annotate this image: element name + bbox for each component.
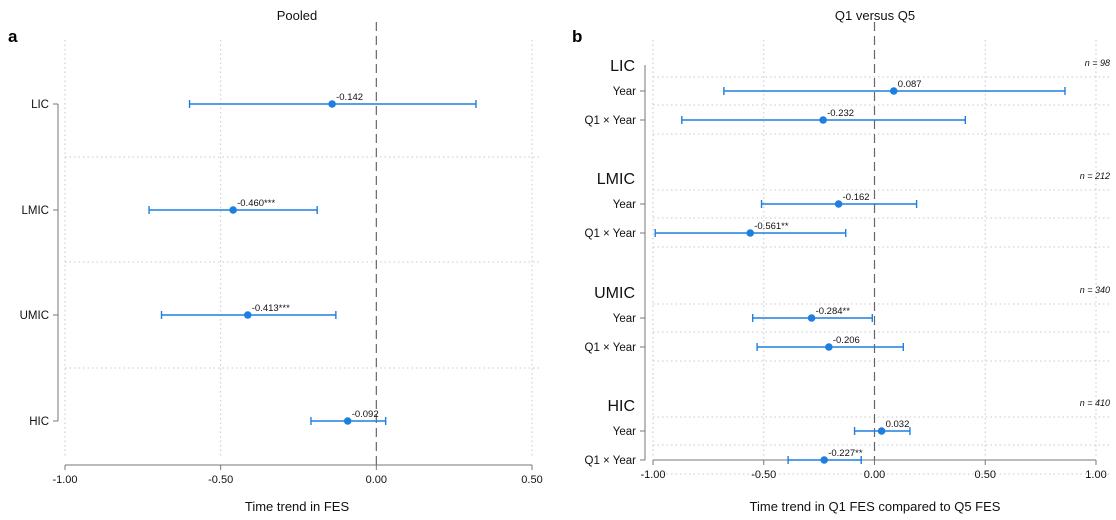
sample-size-label: n = 212 — [1080, 171, 1110, 181]
estimate-label: -0.092 — [352, 409, 379, 420]
sample-size-label: n = 410 — [1080, 398, 1110, 408]
x-tick-label: 0.50 — [521, 474, 542, 486]
estimate-point — [808, 314, 816, 322]
panel-a-axes: -1.00 -0.50 0.00 0.50 LIC LMIC UMIC HIC — [20, 22, 543, 486]
panel-a-marks: -0.142 -0.460*** -0.413*** -0.092 — [149, 92, 476, 425]
x-tick-label: 0.00 — [366, 474, 387, 486]
estimate-point — [825, 343, 833, 351]
estimate-point — [229, 206, 237, 214]
panel-a-letter: a — [8, 27, 18, 46]
row-label: Year — [613, 313, 636, 325]
estimate-label: -0.413*** — [252, 303, 290, 314]
row-label: Q1 × Year — [585, 455, 637, 467]
estimate-point — [819, 116, 827, 124]
estimate-label: -0.561** — [754, 221, 789, 232]
estimate-point — [344, 417, 352, 425]
row-label: Year — [613, 199, 636, 211]
group-label-hic: HIC — [607, 398, 635, 415]
panel-b-title: Q1 versus Q5 — [835, 8, 915, 23]
estimate-point — [244, 311, 252, 319]
panel-b-q1-vs-q5: b Q1 versus Q5 -1.00 -0.50 0.00 0.50 1.00 LIC… — [572, 8, 1110, 514]
x-tick-label: -1.00 — [640, 469, 665, 481]
estimate-point — [878, 427, 886, 435]
group-label-lic: LIC — [610, 58, 635, 75]
sample-size-label: n = 98 — [1085, 58, 1110, 68]
x-tick-label: -1.00 — [52, 474, 77, 486]
x-tick-label: 1.00 — [1085, 469, 1106, 481]
x-tick-label: -0.50 — [751, 469, 776, 481]
panel-a-x-axis-label: Time trend in FES — [245, 499, 350, 514]
panel-a-grid — [65, 40, 540, 458]
estimate-point — [835, 200, 843, 208]
category-label-hic: HIC — [29, 416, 49, 428]
estimate-label: -0.162 — [843, 192, 870, 203]
group-label-umic: UMIC — [594, 285, 635, 302]
estimate-label: -0.460*** — [237, 198, 275, 209]
estimate-label: -0.232 — [827, 108, 854, 119]
category-label-lic: LIC — [31, 99, 49, 111]
estimate-point — [746, 229, 754, 237]
panel-b-marks: 0.087 -0.232 -0.162 -0.561** -0.284** -0.206 0… — [655, 79, 1065, 464]
estimate-point — [820, 456, 828, 464]
x-tick-label: 0.50 — [975, 469, 996, 481]
estimate-label: 0.032 — [886, 419, 910, 430]
panel-b-x-axis-label: Time trend in Q1 FES compared to Q5 FES — [750, 499, 1001, 514]
estimate-label: -0.206 — [833, 335, 860, 346]
category-label-umic: UMIC — [20, 310, 49, 322]
row-label: Q1 × Year — [585, 342, 637, 354]
estimate-label: -0.227** — [828, 448, 863, 459]
estimate-label: 0.087 — [898, 79, 922, 90]
group-label-lmic: LMIC — [597, 171, 635, 188]
row-label: Q1 × Year — [585, 228, 637, 240]
estimate-label: -0.142 — [336, 92, 363, 103]
panel-b-letter: b — [572, 27, 582, 46]
estimate-label: -0.284** — [816, 306, 851, 317]
panel-b-grid — [653, 40, 1110, 474]
row-label: Year — [613, 426, 636, 438]
panel-a-pooled: a Pooled -1.00 -0.50 0.00 0.50 LIC LMIC UMIC HI… — [8, 8, 543, 514]
estimate-point — [890, 87, 898, 95]
x-tick-label: -0.50 — [208, 474, 233, 486]
panel-a-title: Pooled — [277, 8, 317, 23]
category-label-lmic: LMIC — [22, 205, 49, 217]
row-label: Q1 × Year — [585, 115, 637, 127]
row-label: Year — [613, 86, 636, 98]
sample-size-label: n = 340 — [1080, 285, 1110, 295]
estimate-point — [328, 100, 336, 108]
x-tick-label: 0.00 — [864, 469, 885, 481]
